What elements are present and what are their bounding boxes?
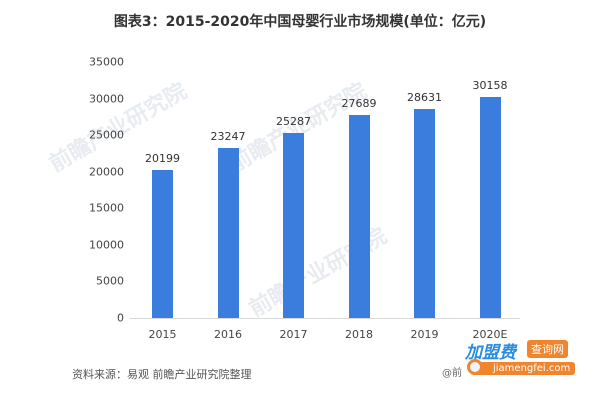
brand-at: @前 bbox=[442, 368, 462, 379]
x-tick-label: 2019 bbox=[410, 328, 439, 341]
x-tick-label: 2016 bbox=[214, 328, 242, 341]
bar-2020E bbox=[479, 97, 501, 318]
brand-name: 加盟费 bbox=[465, 343, 516, 363]
magnifier-icon bbox=[467, 359, 483, 375]
source-note: 资料来源：易观 前瞻产业研究院整理 bbox=[72, 368, 252, 381]
x-tick-label: 2018 bbox=[345, 328, 373, 341]
x-tick-label: 2017 bbox=[279, 328, 308, 341]
y-tick-label: 25000 bbox=[89, 128, 124, 142]
y-tick-label: 30000 bbox=[89, 92, 124, 106]
x-tick-label: 2015 bbox=[148, 328, 177, 341]
y-tick-label: 0 bbox=[117, 311, 124, 325]
brand-logo: 加盟费 查询网 @前 jiamengfei.com bbox=[442, 338, 585, 386]
bar-2019 bbox=[414, 108, 435, 318]
bar-2016 bbox=[217, 147, 239, 318]
bar-value-label: 20199 bbox=[145, 152, 180, 166]
bar-2017 bbox=[283, 133, 304, 318]
brand-url: jiamengfei.com bbox=[471, 362, 576, 375]
bar-value-label: 30158 bbox=[472, 79, 508, 93]
chart-title: 图表3：2015-2020年中国母婴行业市场规模(单位：亿元) bbox=[113, 14, 487, 30]
bar-value-label: 23247 bbox=[210, 129, 246, 143]
bar-value-label: 27689 bbox=[341, 97, 377, 111]
bar-value-label: 28631 bbox=[407, 90, 442, 104]
y-tick-label: 5000 bbox=[96, 274, 124, 288]
x-tick-label: 2020E bbox=[472, 328, 508, 341]
y-tick-label: 15000 bbox=[89, 201, 124, 215]
x-axis-line bbox=[130, 318, 520, 319]
y-tick-label: 10000 bbox=[89, 238, 124, 252]
bar-2018 bbox=[348, 115, 370, 318]
bar-2015 bbox=[152, 170, 173, 318]
y-tick-label: 20000 bbox=[89, 165, 124, 179]
y-tick-label: 35000 bbox=[89, 55, 124, 69]
brand-tag: 查询网 bbox=[527, 340, 568, 358]
bar-value-label: 25287 bbox=[276, 115, 311, 129]
